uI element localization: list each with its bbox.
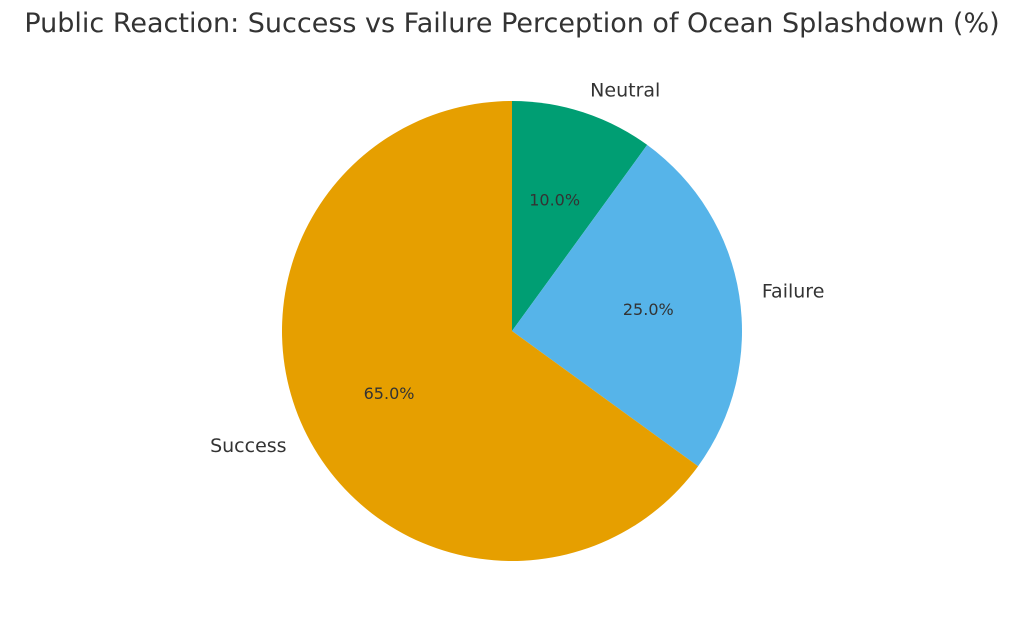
- pie-slices: [281, 100, 742, 561]
- slice-label-neutral: Neutral: [590, 79, 660, 101]
- pct-label-failure: 25.0%: [623, 300, 674, 319]
- pie-labels: 10.0% Neutral 25.0% Failure 65.0% Success: [210, 79, 824, 456]
- chart-title: Public Reaction: Success vs Failure Perc…: [24, 8, 1000, 39]
- pct-label-success: 65.0%: [364, 384, 415, 403]
- pct-label-neutral: 10.0%: [529, 190, 580, 209]
- slice-label-failure: Failure: [762, 280, 825, 302]
- slice-label-success: Success: [210, 435, 286, 457]
- pie-slice-success: [281, 100, 699, 561]
- pie-slice-failure: [512, 144, 742, 467]
- pie-slice-neutral: [512, 101, 648, 331]
